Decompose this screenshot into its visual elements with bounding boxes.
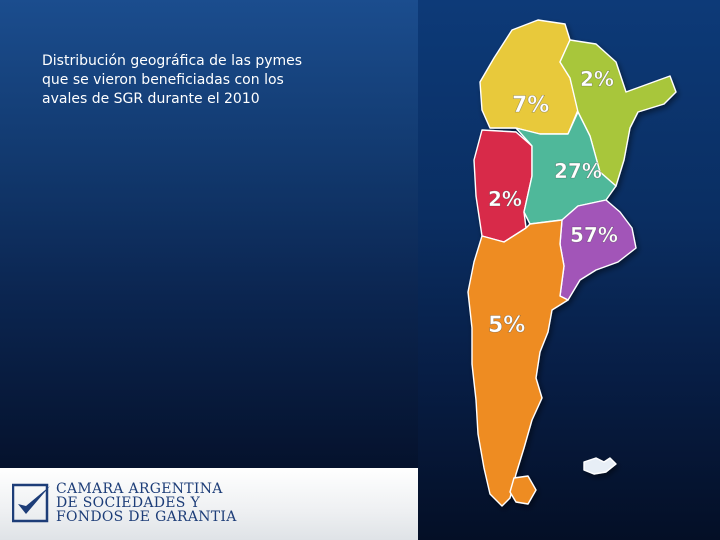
label-pampeana: 57% [570,223,618,247]
map-caption: Distribución geográfica de las pymes que… [42,52,372,109]
label-noa: 7% [512,93,549,118]
logo-line-2: DE SOCIEDADES Y [56,495,200,511]
label-centro: 27% [554,159,602,183]
label-nea: 2% [580,67,614,91]
logo-line-3: FONDOS DE GARANTIA [56,509,237,525]
caption-line-1: Distribución geográfica de las pymes [42,53,303,69]
label-cuyo: 2% [488,187,522,211]
logo-line-1: CAMARA ARGENTINA [56,481,223,497]
region-cuyo [473,129,533,243]
checkmark-logo-icon [12,483,50,523]
region-tierra-del-fuego [509,475,537,505]
caption-line-3: avales de SGR durante el 2010 [42,91,260,107]
footer-banner: CAMARA ARGENTINA DE SOCIEDADES Y FONDOS … [0,468,418,540]
region-pampeana [559,199,637,301]
caption-line-2: que se vieron beneficiadas con los [42,72,284,88]
region-nea [559,39,677,187]
argentina-map: 7% 2% 2% 27% 57% 5% [467,19,677,507]
islands-malvinas [583,457,617,475]
region-patagonia [467,219,569,507]
label-patagonia: 5% [488,313,525,338]
organization-logo-text: CAMARA ARGENTINA DE SOCIEDADES Y FONDOS … [56,482,237,524]
